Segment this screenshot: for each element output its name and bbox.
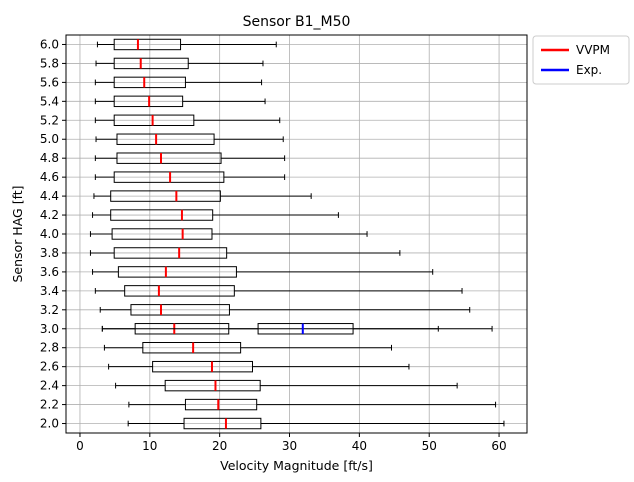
box-vvpm-5-0 — [95, 133, 284, 145]
box-vvpm-6-0 — [96, 38, 277, 51]
legend-label-vvpm: VVPM — [576, 43, 610, 57]
box-iqr — [164, 379, 261, 392]
y-tick-label: 3.4 — [40, 284, 59, 298]
y-tick-label: 6.0 — [40, 37, 59, 51]
x-tick-label: 50 — [422, 439, 437, 453]
y-tick-label: 2.0 — [40, 417, 59, 431]
y-axis-label: Sensor HAG [ft] — [10, 185, 25, 282]
chart-title: Sensor B1_M50 — [243, 14, 351, 30]
y-tick-label: 3.8 — [40, 246, 59, 260]
box-iqr — [116, 152, 222, 164]
box-iqr — [142, 342, 242, 354]
box-vvpm-3-6 — [92, 266, 434, 278]
box-vvpm-5-8 — [95, 57, 264, 70]
x-tick-label: 30 — [282, 439, 297, 453]
x-tick-label: 10 — [142, 439, 157, 453]
y-tick-label: 5.4 — [40, 94, 59, 108]
box-iqr — [117, 266, 237, 278]
legend: VVPM Exp. — [532, 35, 630, 85]
y-tick-label: 5.0 — [40, 132, 59, 146]
box-exp-3-0 — [101, 323, 493, 335]
y-tick-label: 2.8 — [40, 341, 59, 355]
box-vvpm-4-0 — [89, 228, 368, 240]
x-axis-label: Velocity Magnitude [ft/s] — [220, 458, 373, 473]
x-tick-label: 0 — [76, 439, 84, 453]
box-vvpm-3-4 — [94, 285, 463, 297]
axis-ticks: 0 10 20 30 40 50 60 6.0 5.8 5.6 5.4 5.2 5.0 4.8 4.6 4.4… — [40, 37, 507, 453]
box-iqr — [130, 304, 230, 316]
box-vvpm-5-2 — [94, 114, 281, 126]
y-tick-label: 5.6 — [40, 75, 59, 89]
box-vvpm-2-8 — [103, 342, 392, 354]
y-tick-label: 4.2 — [40, 208, 59, 222]
box-iqr — [113, 38, 182, 51]
y-tick-label: 3.2 — [40, 303, 59, 317]
x-tick-label: 40 — [352, 439, 367, 453]
box-vvpm-5-6 — [94, 76, 263, 89]
box-vvpm-2-4 — [115, 379, 458, 392]
box-iqr — [113, 57, 189, 70]
box-series — [89, 38, 505, 430]
y-tick-label: 2.6 — [40, 360, 59, 374]
box-iqr — [184, 398, 258, 411]
box-vvpm-2-2 — [128, 398, 497, 411]
box-iqr — [116, 133, 215, 145]
box-vvpm-5-4 — [94, 95, 266, 108]
box-vvpm-4-4 — [93, 190, 312, 202]
box-iqr — [110, 190, 221, 202]
y-tick-label: 3.6 — [40, 265, 59, 279]
x-tick-label: 20 — [212, 439, 227, 453]
y-tick-label: 4.0 — [40, 227, 59, 241]
box-vvpm-4-6 — [94, 171, 286, 183]
box-iqr — [124, 285, 235, 297]
y-tick-label: 5.8 — [40, 56, 59, 70]
box-iqr — [111, 228, 213, 240]
legend-label-exp: Exp. — [576, 63, 602, 77]
box-iqr — [110, 209, 214, 221]
box-vvpm-2-0 — [127, 417, 505, 430]
box-vvpm-4-2 — [92, 209, 339, 221]
y-tick-label: 2.2 — [40, 398, 59, 412]
x-tick-label: 60 — [491, 439, 506, 453]
y-tick-label: 3.0 — [40, 322, 59, 336]
box-iqr — [113, 76, 186, 89]
box-iqr — [257, 323, 354, 335]
box-iqr — [183, 417, 262, 430]
box-iqr — [113, 114, 195, 126]
y-tick-label: 5.2 — [40, 113, 59, 127]
box-vvpm-3-8 — [89, 247, 401, 259]
box-vvpm-2-6 — [108, 360, 410, 373]
y-tick-label: 2.4 — [40, 379, 59, 393]
box-vvpm-3-2 — [99, 304, 471, 316]
box-iqr — [152, 360, 253, 373]
y-tick-label: 4.6 — [40, 170, 59, 184]
box-iqr — [113, 247, 228, 259]
box-iqr — [113, 171, 225, 183]
legend-frame — [532, 35, 630, 85]
y-tick-label: 4.4 — [40, 189, 59, 203]
y-tick-label: 4.8 — [40, 151, 59, 165]
box-vvpm-4-8 — [94, 152, 286, 164]
